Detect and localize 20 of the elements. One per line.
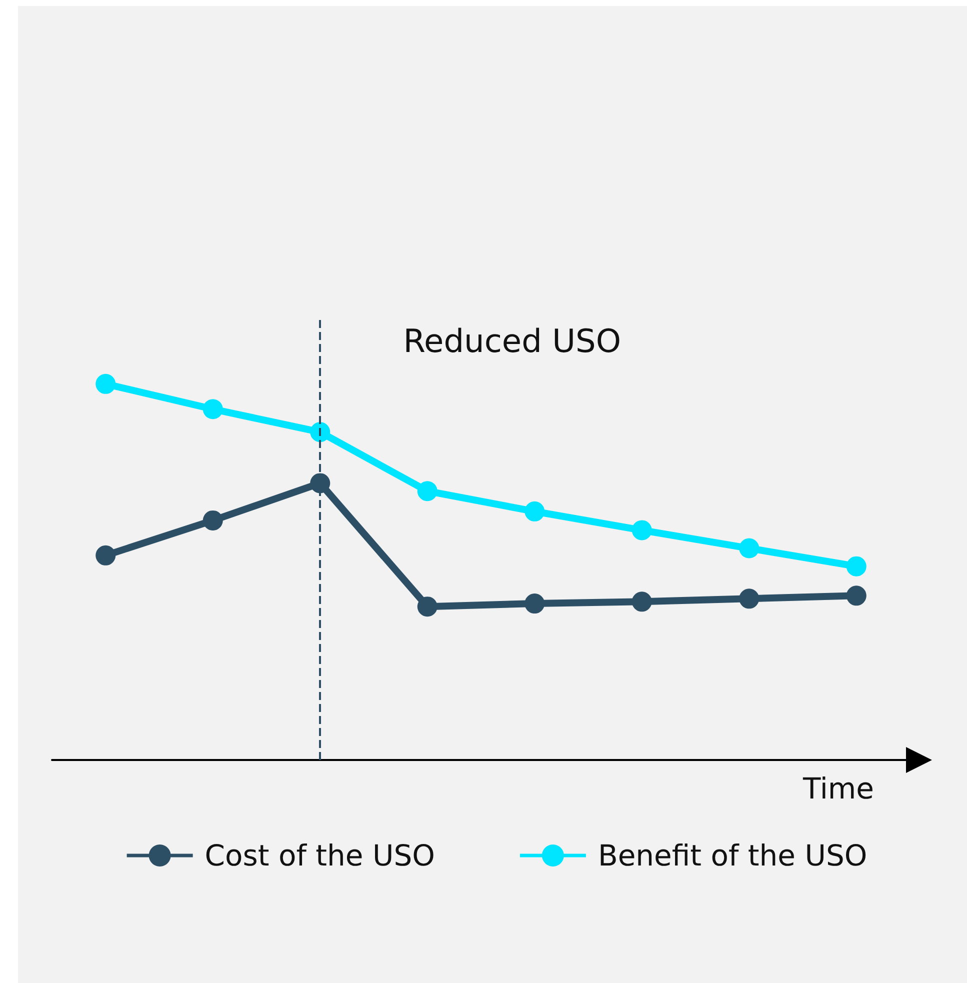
point [96,374,116,394]
point [524,501,545,522]
point [310,473,330,494]
point [739,538,760,558]
point [202,399,223,420]
point [846,556,866,576]
x-axis-title: Time [802,772,874,806]
legend-label: Cost of the USO [204,838,435,872]
point [96,545,116,566]
point [202,510,223,530]
point [310,422,330,442]
legend-label: Benefit of the USO [598,838,868,872]
text: Reduced USO [403,322,622,360]
point [632,592,652,612]
point [417,596,438,617]
point [524,594,545,614]
point [739,588,760,609]
point [846,586,866,606]
point [632,520,652,540]
point [417,481,438,502]
